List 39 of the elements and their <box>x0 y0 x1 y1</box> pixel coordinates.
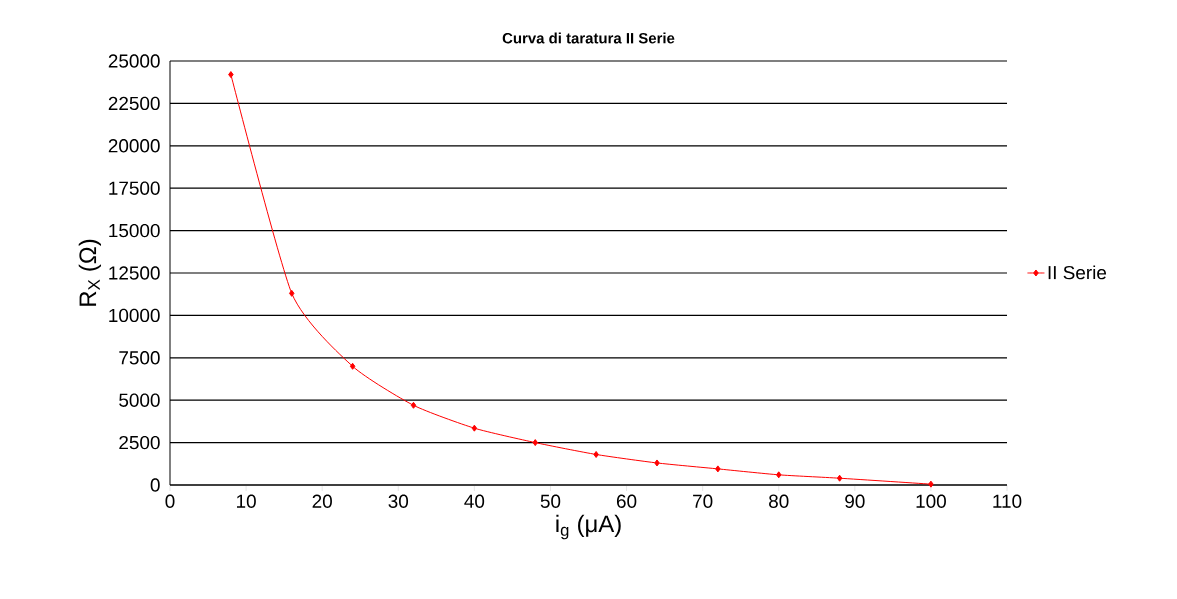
x-axis-title: i$_{g}$ (μA) <box>556 514 621 540</box>
x-tick-label: 60 <box>616 494 637 508</box>
y-tick-label: 5000 <box>119 393 160 407</box>
x-tick-label: 70 <box>693 494 713 508</box>
x-tick-label: 30 <box>388 494 409 508</box>
x-tick-label: 90 <box>845 494 865 508</box>
y-tick-label: 7500 <box>119 351 160 365</box>
point <box>410 401 417 409</box>
point <box>928 480 934 488</box>
point <box>289 289 295 297</box>
y-tick-label: 25000 <box>108 54 160 68</box>
point <box>715 465 721 473</box>
x-tick-label: 10 <box>237 494 256 508</box>
y-tick-label: 10000 <box>109 308 160 323</box>
x-tick-label: 110 <box>993 494 1022 508</box>
x-tick-label: 80 <box>769 494 789 508</box>
y-tick-label: 22500 <box>108 96 160 111</box>
y-tick-label: 12500 <box>109 266 160 280</box>
y-tick-label: 2500 <box>119 435 160 450</box>
x-tick-label: 50 <box>540 494 561 508</box>
y-tick-label: 17500 <box>109 181 160 195</box>
point <box>593 450 599 458</box>
y-tick-label: 15000 <box>109 223 160 238</box>
point <box>775 471 782 479</box>
chart-title: Curva di taratura II Serie <box>502 32 675 44</box>
point <box>532 439 538 447</box>
point <box>349 362 356 370</box>
y-tick-label: 0 <box>150 478 160 492</box>
point <box>836 474 843 482</box>
x-tick-label: 20 <box>312 494 332 508</box>
point <box>228 71 234 79</box>
x-tick-label: 40 <box>464 494 485 508</box>
point <box>654 459 660 467</box>
point <box>471 424 478 432</box>
legend-label: II Serie <box>1048 265 1107 280</box>
y-axis-title: R$_{X}$ (Ω) <box>78 239 102 306</box>
x-tick-label: 0 <box>165 494 175 508</box>
y-tick-label: 20000 <box>108 139 160 153</box>
x-tick-label: 100 <box>916 494 946 508</box>
